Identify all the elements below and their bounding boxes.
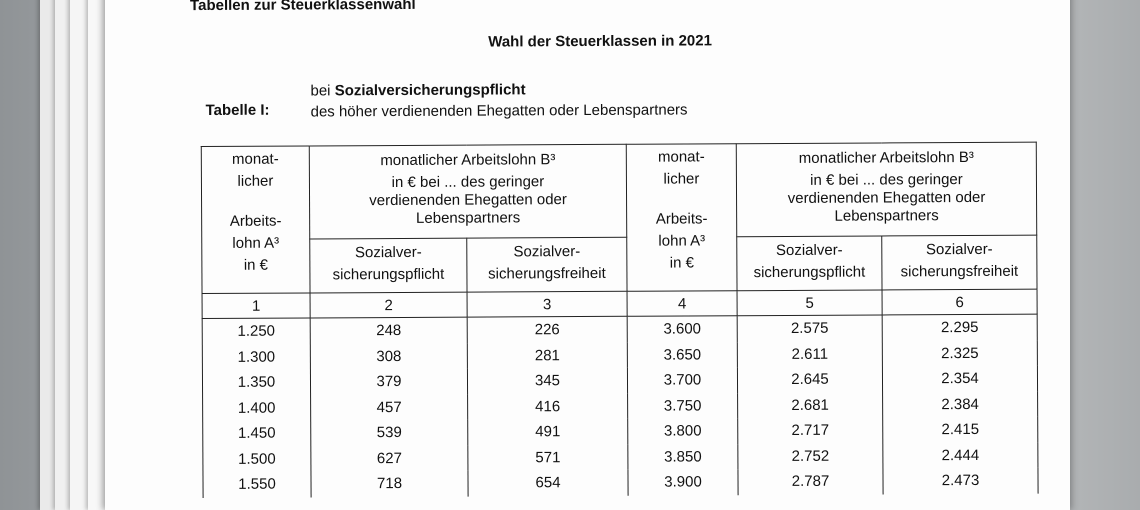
data-cell: 3.650 — [627, 341, 738, 368]
data-cell: 281 — [467, 342, 628, 369]
subheader-row: Sozialver-sicherungspflicht Sozialver-sic… — [202, 235, 1038, 293]
data-row: 1.550 718 654 3.900 2.787 2.473 — [202, 467, 1039, 498]
column-number: 2 — [310, 292, 468, 318]
cell-line: verdienenden Ehegatten oder — [369, 191, 567, 210]
column-number: 6 — [882, 289, 1038, 315]
cell-line: lohn A³ — [658, 232, 706, 250]
cell-line: sicherungspflicht — [753, 263, 866, 282]
data-cell: 571 — [467, 444, 628, 471]
data-cell: 416 — [467, 393, 628, 420]
data-cell: 2.415 — [882, 416, 1038, 443]
data-cell: 539 — [310, 419, 468, 446]
document: Tabellen zur Steuerklassenwahl Wahl der … — [105, 0, 1070, 510]
data-cell: 491 — [467, 418, 628, 446]
data-cell: 1.450 — [202, 420, 311, 447]
subheader-cell: Sozialver-sicherungspflicht — [309, 238, 468, 293]
group-header-cell: monatlicher Arbeitslohn B³ in € bei ... d… — [736, 142, 1037, 237]
group-header-cell: monatlicher Arbeitslohn B³ in € bei ... d… — [309, 144, 627, 239]
cell-line: in € bei ... des geringer — [391, 173, 545, 192]
tax-table: monat-licher Arbeits-lohn A³ in € monatlich… — [201, 142, 1039, 498]
cell-line: Sozialver- — [775, 241, 843, 260]
data-cell: 3.850 — [627, 443, 738, 470]
data-cell: 2.384 — [882, 391, 1038, 418]
cell-line: Lebenspartners — [415, 209, 521, 227]
cell-line: sicherungsfreiheit — [488, 264, 606, 283]
data-cell: 2.645 — [737, 366, 883, 393]
cell-line: Sozialver- — [354, 243, 422, 262]
column-number: 4 — [627, 290, 738, 317]
data-cell: 308 — [310, 343, 468, 370]
subheader-cell: Sozialver-sicherungsfreiheit — [881, 235, 1038, 290]
data-cell: 226 — [467, 316, 628, 344]
doc-title: Tabellen zur Steuerklassenwahl — [189, 0, 416, 15]
paper: Tabellen zur Steuerklassenwahl Wahl der … — [105, 0, 1070, 510]
data-cell: 2.787 — [737, 468, 884, 495]
cell-line: Arbeits- — [229, 212, 282, 230]
data-cell: 3.800 — [627, 418, 738, 445]
cell-line: licher — [237, 172, 274, 190]
data-cell: 2.295 — [882, 314, 1038, 341]
cell-line: in € — [243, 256, 269, 274]
cell-line: Arbeits- — [655, 210, 708, 228]
table-label: Tabelle I: — [205, 101, 270, 120]
data-cell: 1.550 — [202, 471, 312, 498]
heading: Wahl der Steuerklassen in 2021 — [488, 32, 712, 51]
data-cell: 2.575 — [737, 314, 883, 342]
header-cell: monat-licher Arbeits-lohn A³ in € — [626, 143, 738, 292]
cell-line: Lebenspartners — [834, 207, 939, 225]
data-cell: 2.717 — [737, 417, 883, 444]
header-cell: monat-licher Arbeits-lohn A³ in € — [201, 145, 311, 294]
data-cell: 3.600 — [627, 315, 738, 343]
cell-line: monat- — [657, 148, 705, 166]
cell-line: monat- — [231, 150, 279, 168]
header-row: monat-licher Arbeits-lohn A³ in € monatlich… — [201, 142, 1037, 294]
cell-line: Sozialver- — [513, 243, 581, 261]
data-cell: 2.611 — [737, 340, 883, 368]
data-cell: 2.444 — [882, 442, 1038, 469]
data-cell: 718 — [310, 470, 469, 497]
cell-line: sicherungsfreiheit — [900, 262, 1019, 281]
data-cell: 1.500 — [202, 445, 311, 473]
column-number: 1 — [202, 292, 311, 319]
data-cell: 2.325 — [882, 340, 1038, 367]
cell-line: sicherungspflicht — [332, 265, 445, 284]
data-cell: 2.752 — [737, 442, 883, 470]
cell-line: monatlicher Arbeitslohn B³ — [380, 151, 556, 170]
data-cell: 3.750 — [627, 392, 738, 419]
data-cell: 2.354 — [882, 365, 1038, 392]
data-cell: 2.681 — [737, 391, 883, 419]
data-cell: 345 — [467, 367, 628, 395]
cell-line: lohn A³ — [232, 234, 280, 252]
data-cell: 1.400 — [202, 394, 311, 422]
cell-line: Sozialver- — [925, 240, 993, 259]
subheader-cell: Sozialver-sicherungsfreiheit — [466, 237, 628, 293]
data-cell: 1.350 — [202, 369, 311, 396]
column-number: 3 — [467, 291, 628, 318]
data-cell: 654 — [467, 469, 629, 497]
cell-line: verdienenden Ehegatten oder — [787, 188, 986, 207]
data-cell: 3.700 — [627, 367, 738, 394]
intro-prefix: bei — [310, 82, 331, 100]
cell-line: monatlicher Arbeitslohn B³ — [798, 148, 974, 167]
data-cell: 627 — [310, 445, 468, 472]
data-cell: 248 — [310, 317, 468, 344]
data-cell: 2.473 — [882, 467, 1039, 494]
data-cell: 1.250 — [202, 317, 311, 345]
intro-line: bei Sozialversicherungspflicht — [310, 81, 525, 99]
data-cell: 457 — [310, 394, 468, 421]
subheader-cell: Sozialver-sicherungspflicht — [736, 235, 883, 291]
cell-line: in € — [669, 254, 695, 272]
data-cell: 1.300 — [202, 343, 311, 371]
intro-bold: Sozialversicherungspflicht — [334, 81, 526, 100]
intro-line2: des höher verdienenden Ehegatten oder Le… — [310, 101, 688, 121]
cell-line: in € bei ... des geringer — [810, 171, 963, 189]
data-cell: 379 — [310, 368, 468, 395]
data-cell: 3.900 — [627, 469, 739, 496]
cell-line: licher — [663, 170, 700, 188]
column-number: 5 — [737, 289, 883, 316]
